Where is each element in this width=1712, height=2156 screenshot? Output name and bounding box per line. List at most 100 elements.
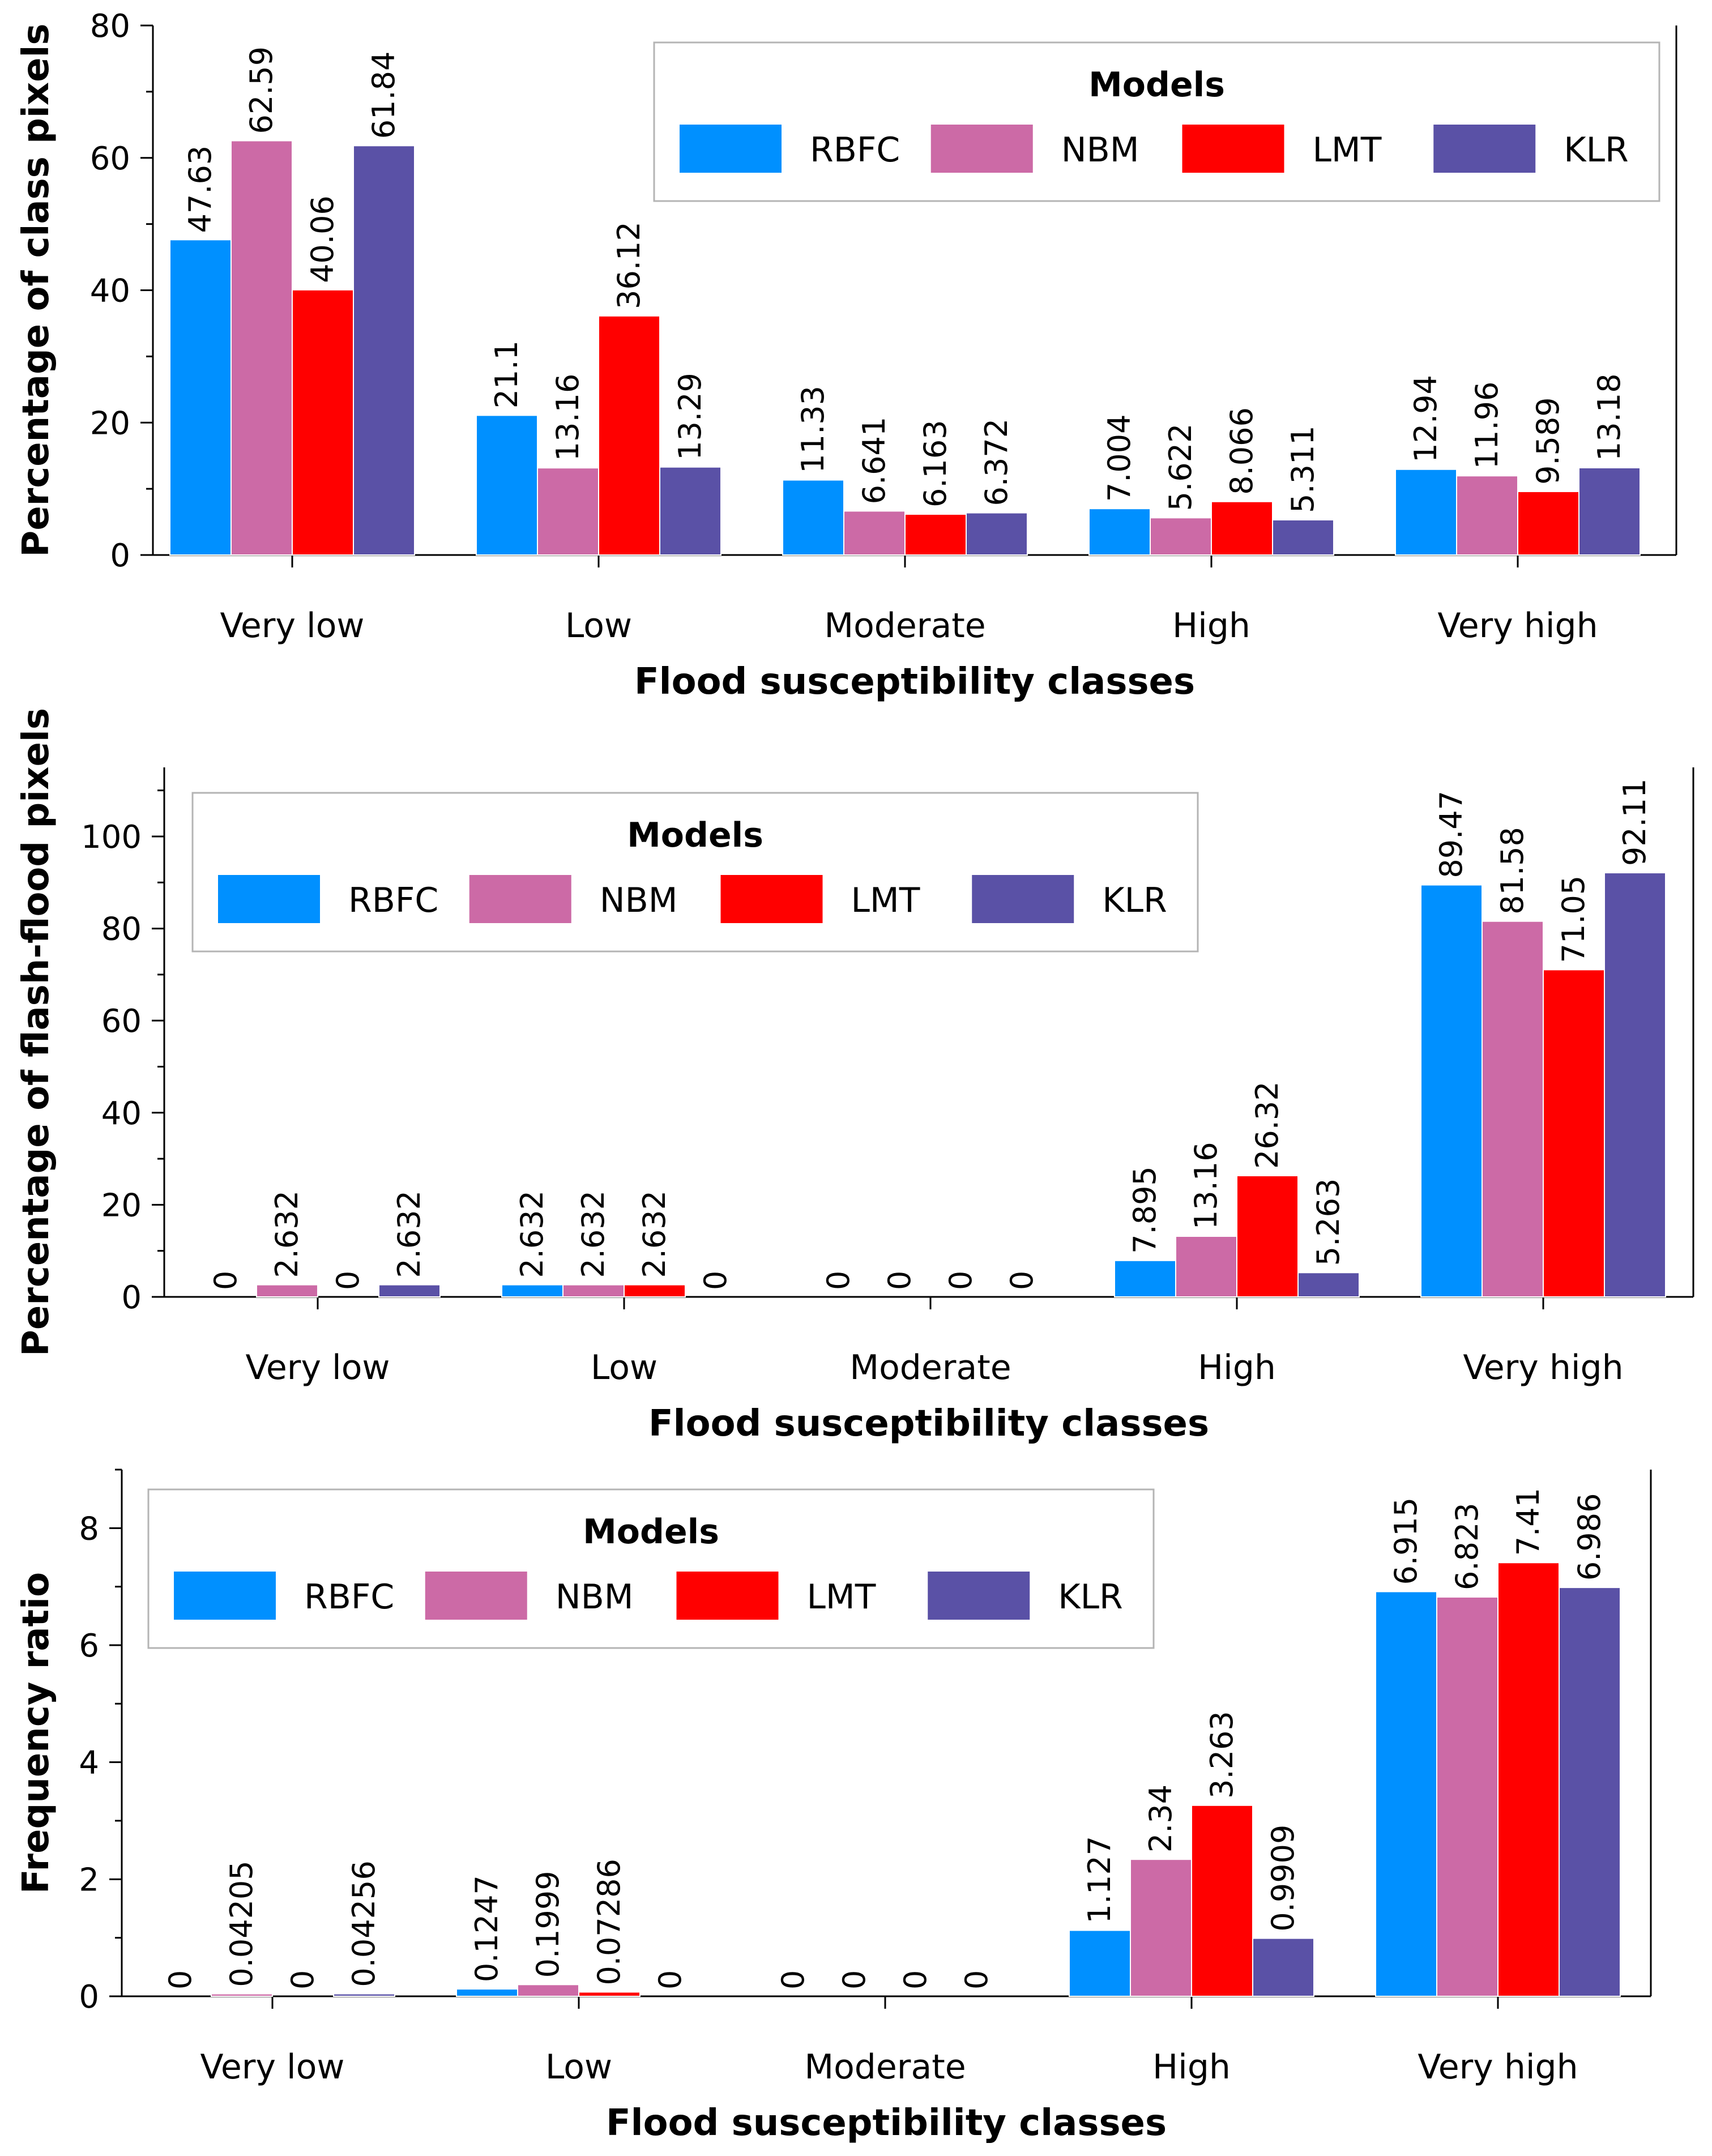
bar-lmt: [1497, 1562, 1560, 1997]
legend-swatch-lmt: [1182, 125, 1284, 173]
bar-value-label: 6.986: [1572, 1493, 1607, 1581]
legend-title: Models: [1088, 65, 1225, 105]
bar-klr: [1604, 872, 1666, 1298]
legend: Models RBFC NBM LMT KLR: [147, 1488, 1155, 1649]
bar-nbm: [256, 1284, 318, 1297]
bar-value-label: 8.066: [1224, 407, 1260, 495]
bar-value-label: 2.632: [269, 1190, 305, 1278]
bar-nbm: [230, 140, 293, 556]
legend-title: Models: [627, 816, 763, 855]
bar-klr: [1252, 1937, 1314, 1997]
bar-rbfc: [1420, 884, 1483, 1297]
y-tick-label: 100: [81, 819, 142, 856]
bar-value-label: 26.32: [1249, 1081, 1285, 1169]
bar-klr: [966, 512, 1028, 556]
bar-klr: [1272, 519, 1334, 556]
bar-klr: [378, 1284, 441, 1297]
bar-value-label: 6.915: [1388, 1497, 1424, 1585]
y-tick-label: 20: [101, 1187, 142, 1224]
bar-nbm: [1150, 517, 1212, 556]
legend-swatch-klr: [972, 875, 1074, 923]
legend-swatch-nbm: [425, 1572, 527, 1620]
bar-lmt: [1517, 490, 1579, 556]
bar-nbm: [517, 1984, 579, 1997]
y-tick-label: 80: [90, 8, 130, 45]
bar-value-label: 0.9909: [1265, 1825, 1301, 1932]
bar-klr: [659, 466, 721, 556]
bar-value-label: 0.04256: [346, 1860, 382, 1987]
legend-frame: [653, 41, 1660, 202]
x-category-label: Very low: [246, 1348, 390, 1387]
chart-flash-flood-pixels: 0 20 40 60 80 100 Percentage of flash-flood pi…: [15, 708, 1694, 1445]
bar-lmt: [904, 513, 967, 556]
bar-value-label: 13.16: [550, 374, 586, 462]
bar-value-label: 5.622: [1163, 424, 1198, 511]
bar-value-label: 13.16: [1188, 1142, 1224, 1229]
legend-swatch-klr: [928, 1572, 1030, 1620]
bar-value-label: 6.641: [856, 417, 892, 505]
legend-label-rbfc: RBFC: [304, 1577, 394, 1617]
bar-klr: [1559, 1587, 1621, 1997]
bar-lmt: [1211, 501, 1273, 556]
legend-swatch-rbfc: [218, 875, 320, 923]
bar-nbm: [211, 1993, 273, 1997]
legend-swatch-nbm: [930, 125, 1033, 173]
bar-value-label: 81.58: [1495, 827, 1530, 915]
y-tick-label: 40: [101, 1095, 142, 1132]
x-category-label: Moderate: [849, 1348, 1011, 1387]
bar-value-label: 0: [285, 1970, 321, 1990]
bar-value-label: 71.05: [1556, 876, 1591, 963]
bar-value-label: 0: [330, 1271, 366, 1290]
bar-value-label: 0: [943, 1271, 979, 1290]
y-axis-title: Percentage of flash-flood pixels: [15, 708, 57, 1356]
legend-label-klr: KLR: [1058, 1577, 1122, 1617]
x-category-label: High: [1152, 2047, 1231, 2087]
legend-title: Models: [583, 1512, 719, 1552]
bar-value-label: 0: [882, 1271, 917, 1290]
x-axis-title: Flood susceptibility classes: [648, 1403, 1209, 1445]
bar-nbm: [843, 510, 906, 556]
bar-value-label: 11.33: [795, 386, 831, 473]
bar-nbm: [1456, 475, 1518, 556]
y-tick-label: 0: [79, 1979, 99, 2016]
x-category-label: High: [1198, 1348, 1276, 1387]
bar-value-label: 0: [775, 1970, 811, 1990]
bar-value-label: 47.63: [182, 146, 218, 233]
x-category-label: High: [1172, 606, 1250, 646]
bar-nbm: [562, 1284, 625, 1297]
bar-lmt: [578, 1991, 641, 1997]
legend-label-lmt: LMT: [1313, 130, 1382, 170]
bar-value-label: 11.96: [1469, 382, 1505, 469]
bar-klr: [353, 145, 415, 556]
bar-value-label: 0: [836, 1970, 872, 1990]
bar-value-label: 61.84: [366, 52, 402, 139]
legend-label-klr: KLR: [1102, 881, 1167, 920]
bar-value-label: 0.1999: [530, 1871, 566, 1978]
y-tick-label: 0: [121, 1279, 142, 1316]
bar-lmt: [292, 289, 354, 556]
bar-klr: [1578, 467, 1641, 556]
x-axis-title: Flood susceptibility classes: [634, 661, 1195, 703]
legend-frame: [147, 1488, 1155, 1649]
y-axis-title: Percentage of class pixels: [15, 23, 57, 557]
legend-label-lmt: LMT: [807, 1577, 876, 1617]
bar-rbfc: [1114, 1260, 1176, 1298]
y-tick-label: 4: [79, 1745, 99, 1782]
legend-frame: [191, 792, 1199, 953]
bar-value-label: 13.29: [672, 373, 708, 460]
bar-rbfc: [169, 239, 232, 556]
bar-klr: [333, 1993, 395, 1997]
y-axis-title: Frequency ratio: [15, 1572, 57, 1894]
x-category-label: Moderate: [824, 606, 985, 646]
y-tick-label: 40: [90, 273, 130, 310]
bar-value-label: 2.632: [575, 1190, 611, 1278]
bar-nbm: [537, 467, 599, 556]
bar-value-label: 92.11: [1617, 779, 1653, 866]
bar-value-label: 0.07286: [591, 1859, 627, 1985]
bar-value-label: 12.94: [1408, 375, 1444, 463]
bar-value-label: 1.127: [1082, 1836, 1117, 1924]
bar-value-label: 13.18: [1591, 373, 1627, 461]
legend-swatch-klr: [1433, 125, 1536, 173]
bar-value-label: 40.06: [305, 195, 340, 283]
